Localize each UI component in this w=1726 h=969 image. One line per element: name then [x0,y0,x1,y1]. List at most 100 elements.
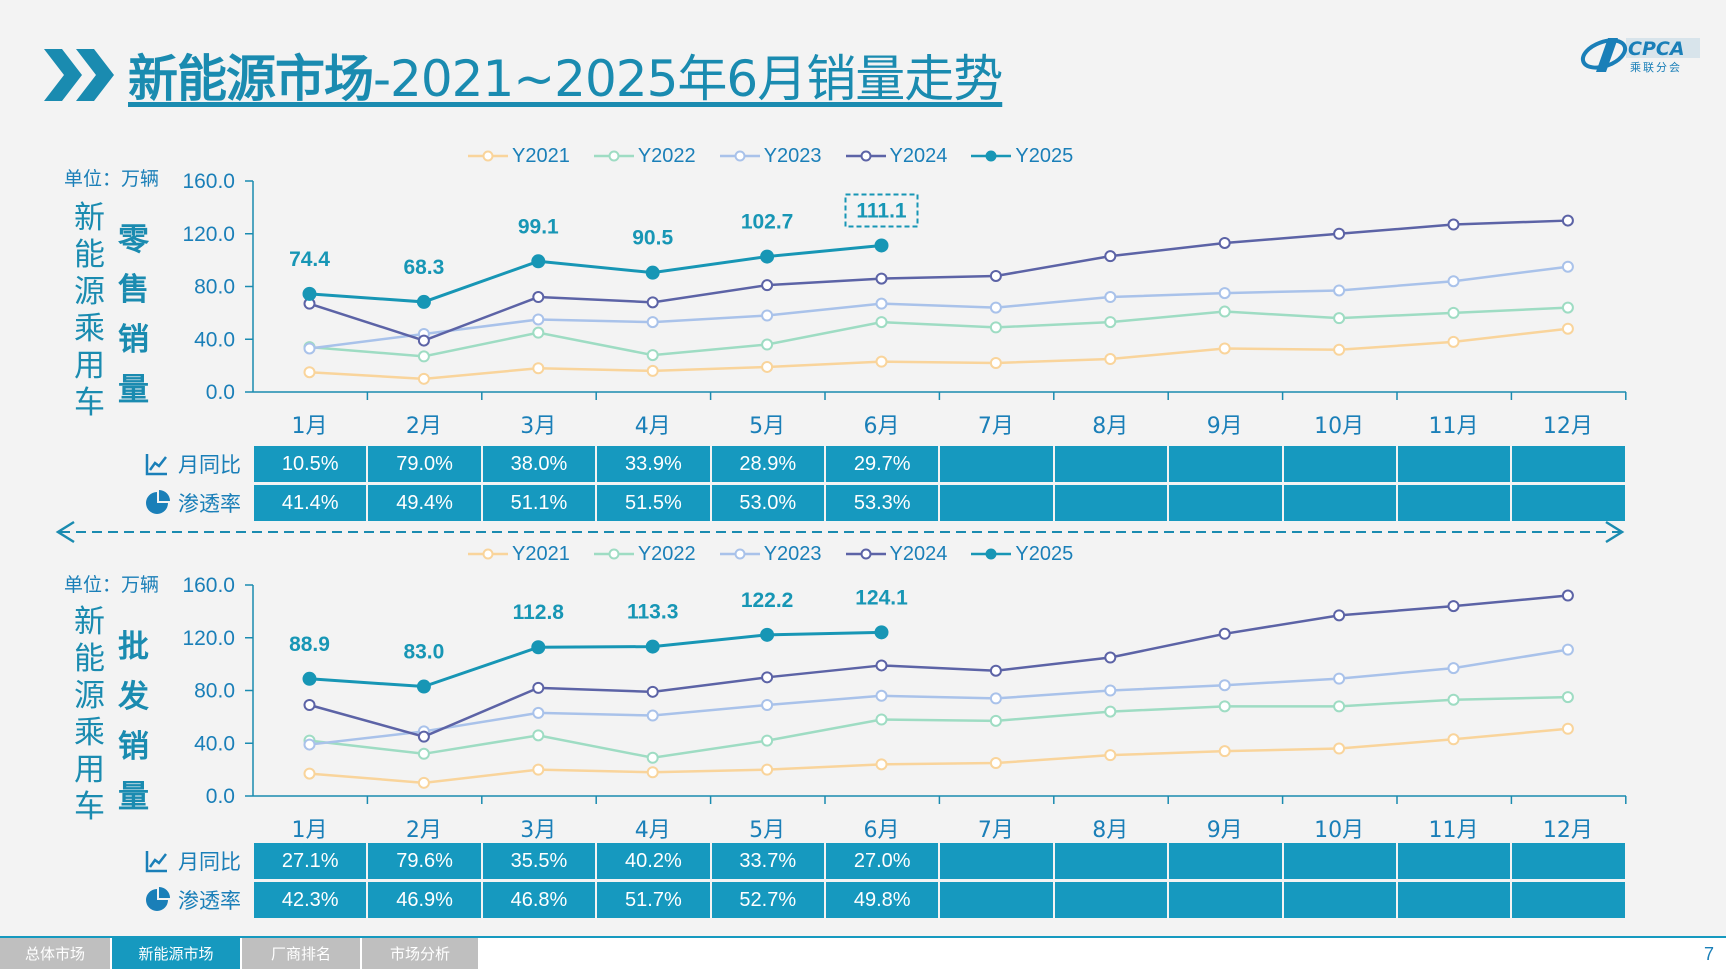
footer-tab-0[interactable]: 总体市场 [0,938,110,969]
footer-nav: 总体市场 新能源市场 厂商排名 市场分析 7 [0,936,1726,969]
data-point-y2022 [532,326,545,339]
data-label: 122.2 [741,589,794,612]
legend-item-y2025: Y2025 [969,145,1073,168]
series-line-y2024 [309,219,1568,342]
data-label: 113.3 [627,601,678,624]
y-tick-label: 0.0 [206,785,235,808]
data-point-y2022 [989,714,1002,727]
row-label-text: 渗透率 [178,492,241,516]
data-point-y2023 [875,297,888,310]
x-tick-label: 9月 [1207,818,1243,843]
x-tick-label: 11月 [1429,818,1479,843]
data-point-y2025 [874,625,889,640]
retail-penetration-cell [1169,485,1282,521]
title-rest: -2021~2025年6月销量走势 [373,50,1003,108]
data-point-y2024 [761,279,774,292]
data-point-y2024 [989,269,1002,282]
x-tick-label: 7月 [978,818,1014,843]
pie-chart-icon [144,887,170,913]
x-tick-label: 1月 [292,818,328,843]
data-point-y2024 [646,296,659,309]
cpca-logo-icon [1580,38,1700,72]
y-tick-label: 0.0 [206,381,235,404]
series-line-y2025 [309,630,882,689]
retail-penetration-cell: 51.5% [597,485,710,521]
row-label-text: 月同比 [178,850,241,874]
logo-subtext: 乘联分会 [1630,61,1682,74]
legend-label: Y2024 [889,542,948,565]
retail-penetration-cell [1398,485,1511,521]
data-point-y2023 [1333,284,1346,297]
y-tick-label: 160.0 [182,574,235,597]
legend-label: Y2021 [512,144,570,167]
data-label: 102.7 [741,211,794,234]
retail-penetration-cell [940,485,1053,521]
x-tick-label: 1月 [292,414,328,439]
data-point-y2024 [1104,250,1117,263]
wholesale-yoy-cell [1283,843,1396,879]
retail-penetration-cell: 53.0% [711,485,824,521]
legend-label: Y2021 [512,542,570,565]
data-point-y2022 [1333,312,1346,325]
wholesale-yoy-label: 月同比 [144,843,241,879]
side-title-retail-2: 零售销量 [118,215,149,415]
highlight-box [844,193,919,228]
data-point-y2021 [1561,322,1574,335]
title-main: 新能源市场 [128,50,374,108]
data-point-y2024 [417,730,430,743]
data-point-y2024 [875,272,888,285]
retail-penetration-cell [1283,485,1396,521]
data-point-y2024 [646,685,659,698]
legend-label: Y2023 [763,144,822,167]
retail-yoy-cell: 79.0% [368,446,481,482]
retail-line-chart: 0.0 40.0 80.0 120.0 160.0 1月 2月 3月 4月 5月 6月 7月 8月 9月 1… [182,170,1627,439]
y-tick-label: 40.0 [194,328,235,351]
data-point-y2023 [1447,275,1460,288]
legend-label: Y2022 [637,542,696,565]
legend-marker-icon [719,150,760,162]
row-label-text: 月同比 [178,453,241,477]
data-label: 124.1 [855,586,908,609]
data-point-y2022 [1447,693,1460,706]
footer-tab-3[interactable]: 市场分析 [362,938,478,969]
side-title-retail-1: 新能源乘用车 [74,200,105,422]
data-point-y2021 [646,766,659,779]
footer-tab-2[interactable]: 厂商排名 [242,938,360,969]
data-point-y2021 [1333,343,1346,356]
y-tick-label: 120.0 [182,223,235,246]
x-tick-label: 8月 [1092,818,1128,843]
x-tick-label: 4月 [635,818,671,843]
data-point-y2022 [532,729,545,742]
data-point-y2021 [417,372,430,385]
row-label-text: 渗透率 [178,889,241,913]
y-tick-label: 120.0 [182,627,235,650]
wholesale-penetration-cell [1169,882,1282,918]
legend-marker-icon [468,548,508,560]
side-title-char: 量 [118,779,149,815]
data-point-y2022 [646,349,659,362]
wholesale-penetration-cell: 46.9% [368,882,481,918]
legend-marker-icon [593,548,634,560]
footer-tab-1[interactable]: 新能源市场 [112,938,240,969]
data-point-y2024 [875,659,888,672]
legend-marker-icon [845,548,886,560]
data-point-y2021 [761,360,774,373]
series-line-y2024 [309,594,1569,738]
side-title-char: 售 [118,272,149,308]
data-point-y2023 [1104,291,1117,304]
data-point-y2022 [1561,691,1574,704]
retail-yoy-cell [1283,446,1396,482]
data-point-y2022 [875,713,888,726]
wholesale-yoy-cell: 27.0% [826,843,939,879]
wholesale-yoy-cell: 79.6% [368,843,481,879]
side-title-char: 新 [74,604,105,640]
data-label: 99.1 [518,215,559,238]
series-line-y2022 [309,306,1568,358]
data-point-y2021 [761,763,774,776]
data-point-y2024 [1333,227,1346,240]
x-tick-label: 2月 [406,818,442,843]
data-point-y2025 [302,671,317,686]
side-title-char: 销 [118,729,149,765]
y-tick-label: 40.0 [194,732,235,755]
